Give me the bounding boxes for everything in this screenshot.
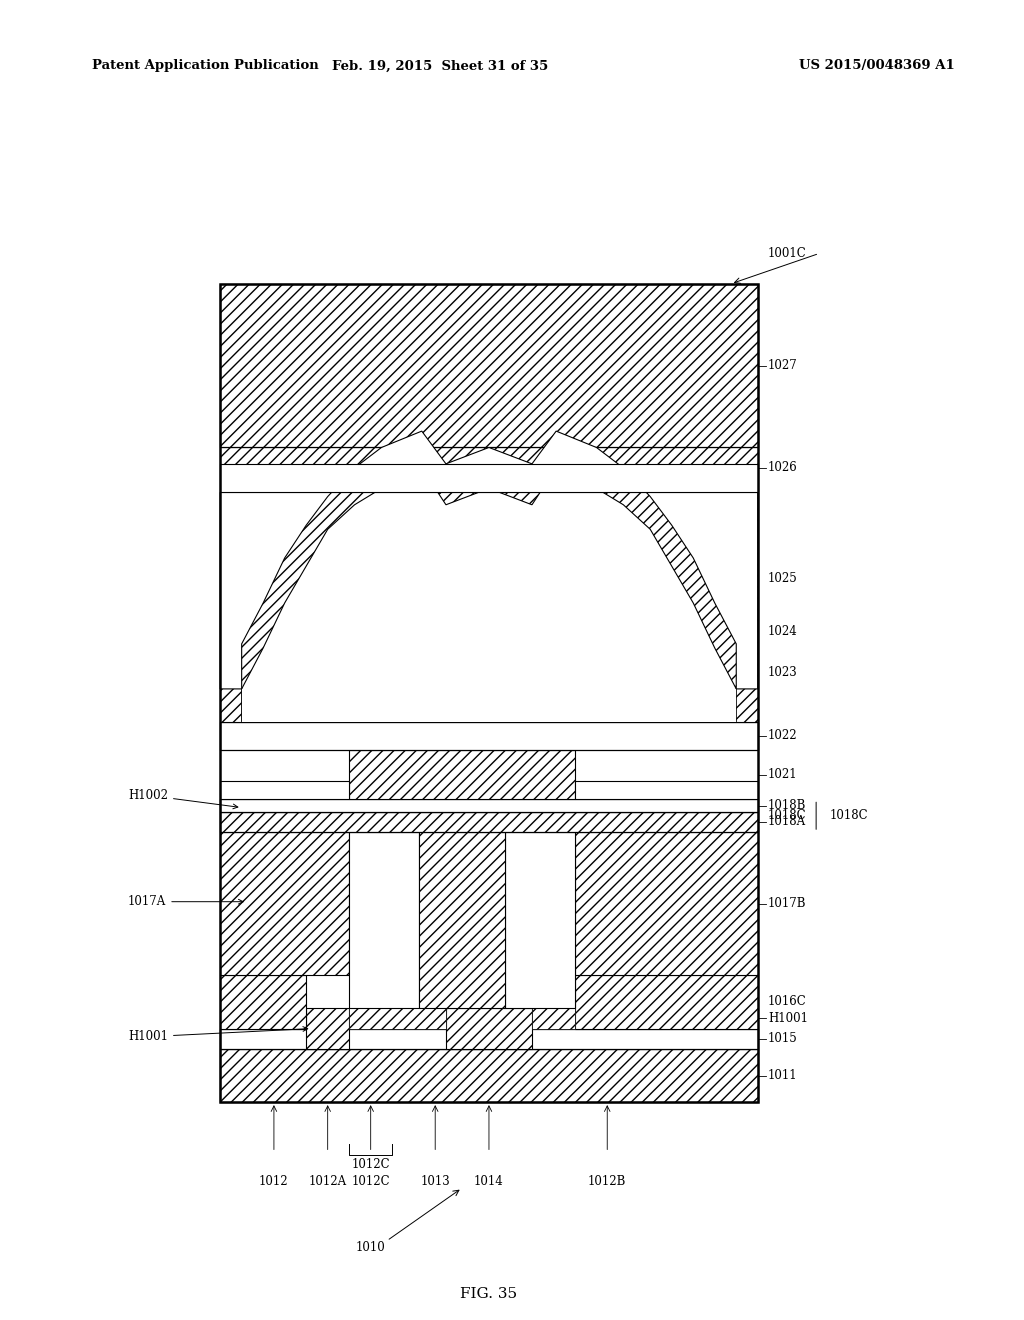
Bar — [220, 722, 758, 750]
Text: 1012: 1012 — [259, 1175, 289, 1188]
Text: 1015: 1015 — [768, 1032, 798, 1045]
Text: 1018B: 1018B — [768, 799, 806, 812]
Text: 1014: 1014 — [474, 1175, 504, 1188]
Text: 1013: 1013 — [420, 1175, 451, 1188]
Text: 1018C: 1018C — [768, 809, 807, 822]
Bar — [306, 1008, 349, 1049]
Text: 1001C: 1001C — [768, 247, 807, 260]
Polygon shape — [586, 689, 672, 722]
Text: 1016C: 1016C — [768, 995, 807, 1008]
Bar — [505, 832, 575, 1008]
Text: FIG. 35: FIG. 35 — [461, 1287, 517, 1300]
Text: 1021: 1021 — [768, 768, 798, 781]
Bar — [220, 463, 758, 492]
Bar — [532, 1008, 575, 1028]
Polygon shape — [242, 469, 736, 722]
Polygon shape — [672, 689, 736, 722]
Polygon shape — [392, 607, 586, 722]
Text: 1027: 1027 — [768, 359, 798, 372]
Bar — [220, 284, 758, 1102]
Text: 1012C: 1012C — [351, 1158, 390, 1171]
Bar — [220, 800, 758, 812]
Polygon shape — [220, 432, 758, 689]
Bar — [220, 781, 349, 800]
Bar — [575, 975, 758, 1028]
Bar — [220, 832, 349, 975]
Polygon shape — [306, 558, 672, 722]
Bar — [349, 832, 419, 1008]
Text: 1010: 1010 — [355, 1241, 386, 1254]
Text: H1001: H1001 — [768, 1012, 808, 1024]
Bar — [446, 1008, 532, 1049]
Bar — [575, 781, 758, 800]
Text: 1017B: 1017B — [768, 898, 807, 911]
Polygon shape — [392, 689, 586, 722]
Text: Feb. 19, 2015  Sheet 31 of 35: Feb. 19, 2015 Sheet 31 of 35 — [332, 59, 549, 73]
Text: 1018C: 1018C — [829, 809, 868, 822]
Polygon shape — [242, 689, 306, 722]
Bar — [419, 832, 505, 1008]
Bar — [220, 1028, 758, 1049]
Text: 1012A: 1012A — [308, 1175, 347, 1188]
Text: Patent Application Publication: Patent Application Publication — [92, 59, 318, 73]
Bar — [220, 1049, 758, 1102]
Text: 1025: 1025 — [768, 572, 798, 585]
Text: 1022: 1022 — [768, 730, 798, 742]
Text: H1002: H1002 — [128, 789, 238, 809]
Text: 1018A: 1018A — [768, 816, 806, 829]
Bar — [220, 447, 758, 722]
Bar — [575, 832, 758, 975]
Polygon shape — [306, 689, 392, 722]
Bar — [349, 750, 575, 800]
Text: 1024: 1024 — [768, 626, 798, 638]
Bar — [220, 975, 306, 1028]
Text: 1026: 1026 — [768, 462, 798, 474]
Bar — [349, 1008, 446, 1028]
Text: 1023: 1023 — [768, 667, 798, 678]
Text: 1017A: 1017A — [128, 895, 243, 908]
Text: 1012C: 1012C — [351, 1175, 390, 1188]
Text: 1012B: 1012B — [588, 1175, 627, 1188]
Bar — [220, 812, 758, 832]
Text: H1001: H1001 — [128, 1027, 307, 1043]
Text: US 2015/0048369 A1: US 2015/0048369 A1 — [799, 59, 954, 73]
Text: 1011: 1011 — [768, 1069, 798, 1082]
Bar — [220, 284, 758, 447]
